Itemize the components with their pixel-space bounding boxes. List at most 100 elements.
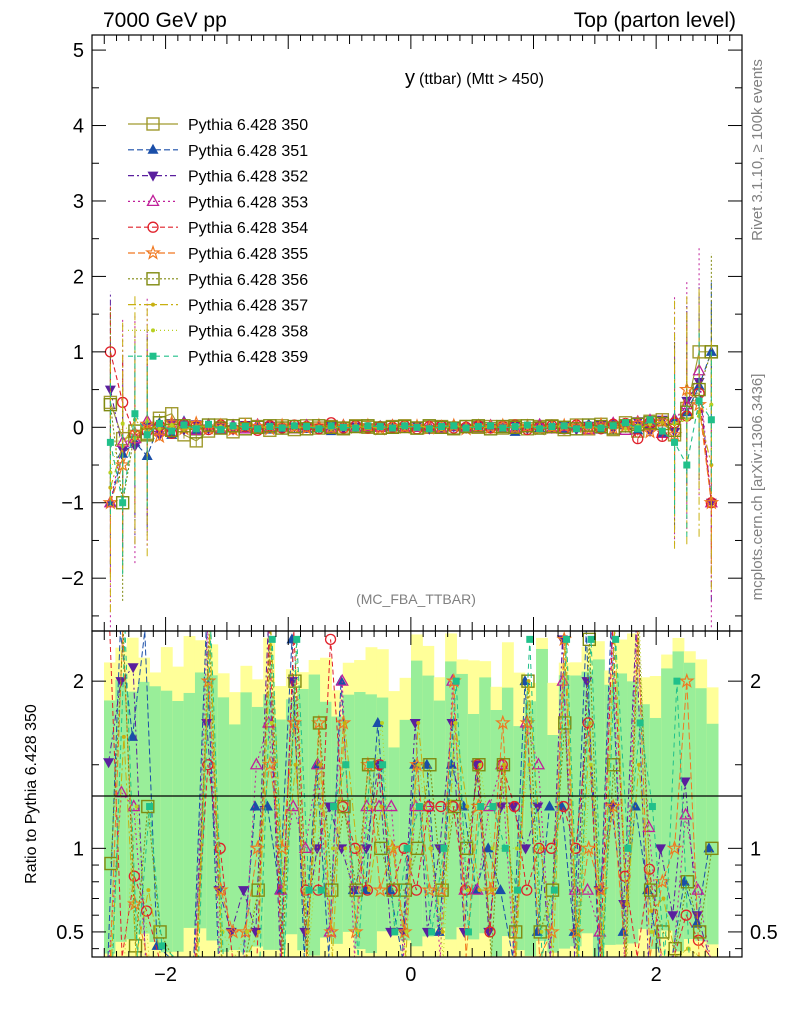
data-point xyxy=(447,799,462,814)
data-point xyxy=(563,635,571,643)
data-point xyxy=(305,886,313,894)
legend-label: Pythia 6.428 358 xyxy=(188,323,308,340)
legend-label: Pythia 6.428 352 xyxy=(188,169,308,186)
data-point xyxy=(680,909,692,921)
data-point xyxy=(656,925,670,939)
ratio-band-inner xyxy=(649,717,662,949)
data-point xyxy=(539,929,544,934)
legend-entry: Pythia 6.428 353 xyxy=(128,194,308,211)
data-point xyxy=(131,410,139,418)
data-point xyxy=(605,798,622,814)
data-point xyxy=(249,757,263,770)
data-point xyxy=(376,423,384,431)
data-point xyxy=(678,672,695,688)
data-point xyxy=(245,929,250,934)
data-point xyxy=(342,720,347,725)
data-point xyxy=(127,663,139,674)
data-point xyxy=(278,424,286,432)
data-point xyxy=(276,422,288,434)
data-point xyxy=(330,846,335,851)
data-point xyxy=(298,840,313,853)
data-point xyxy=(398,883,413,897)
data-point xyxy=(648,803,656,811)
data-point xyxy=(103,495,117,508)
data-point xyxy=(380,720,385,725)
data-point xyxy=(545,842,557,854)
ratio-band-inner xyxy=(399,719,412,941)
data-point xyxy=(692,925,707,939)
ratio-band-inner xyxy=(308,674,321,956)
data-point xyxy=(335,673,349,686)
data-point xyxy=(438,423,446,431)
data-point xyxy=(330,803,338,811)
data-point xyxy=(384,799,398,812)
ratio-line xyxy=(112,630,714,959)
data-point xyxy=(695,397,703,405)
ratio-band-inner xyxy=(433,700,446,929)
data-point xyxy=(570,842,582,854)
data-point xyxy=(367,888,372,893)
data-point xyxy=(580,839,597,856)
ratio-band-inner xyxy=(183,692,196,928)
data-point xyxy=(169,423,174,428)
data-point xyxy=(707,416,715,424)
data-point xyxy=(514,846,519,851)
data-point xyxy=(379,804,384,809)
data-point xyxy=(225,923,241,939)
data-point xyxy=(545,883,560,897)
y-tick-label: 0 xyxy=(73,417,84,439)
data-point xyxy=(261,756,278,772)
ratio-band-inner xyxy=(217,697,230,952)
data-point xyxy=(452,677,460,685)
data-point xyxy=(318,804,323,809)
data-point xyxy=(642,423,658,439)
y-tick-label: 2 xyxy=(73,266,84,288)
data-point xyxy=(474,423,482,431)
data-point xyxy=(384,839,401,856)
ratio-band-inner xyxy=(354,692,367,950)
data-point xyxy=(465,888,470,893)
ratio-band-inner xyxy=(490,709,503,957)
data-point xyxy=(543,923,560,939)
data-point xyxy=(140,905,153,917)
data-point xyxy=(490,846,495,851)
data-point xyxy=(636,762,641,767)
ratio-band-inner xyxy=(672,651,685,952)
legend-entry: Pythia 6.428 358 xyxy=(128,323,308,340)
ratio-series-9 xyxy=(112,630,714,958)
ratio-band-inner xyxy=(638,704,651,930)
data-point xyxy=(305,929,310,934)
data-point xyxy=(523,421,531,429)
data-point xyxy=(134,804,139,809)
data-point xyxy=(214,842,226,854)
data-point xyxy=(108,485,113,490)
data-point xyxy=(588,762,593,767)
data-point xyxy=(433,881,450,897)
data-point xyxy=(391,928,399,936)
data-point xyxy=(151,302,155,307)
ratio-line xyxy=(109,630,712,958)
data-point xyxy=(416,762,421,767)
data-point xyxy=(489,888,494,893)
header-energy-label: 7000 GeV pp xyxy=(103,9,227,32)
data-point xyxy=(494,884,506,895)
data-point xyxy=(108,470,113,475)
legend-entry: Pythia 6.428 357 xyxy=(128,298,308,315)
data-point xyxy=(709,402,714,407)
ratio-band-inner xyxy=(695,688,708,941)
data-point xyxy=(495,714,511,730)
ratio-tick-label-left: 1 xyxy=(73,838,84,860)
data-point xyxy=(482,881,499,897)
ratio-tick-label-right: 0.5 xyxy=(750,922,778,944)
data-point xyxy=(612,635,620,643)
data-point xyxy=(684,417,689,422)
ratio-tick-label-left: 2 xyxy=(73,671,84,693)
ratio-band-inner xyxy=(376,697,389,932)
data-point xyxy=(325,883,339,897)
ratio-band-inner xyxy=(479,677,492,934)
data-point xyxy=(205,420,213,428)
data-point xyxy=(482,842,494,853)
data-point xyxy=(679,777,691,788)
data-point xyxy=(587,720,592,725)
data-point xyxy=(168,427,176,435)
